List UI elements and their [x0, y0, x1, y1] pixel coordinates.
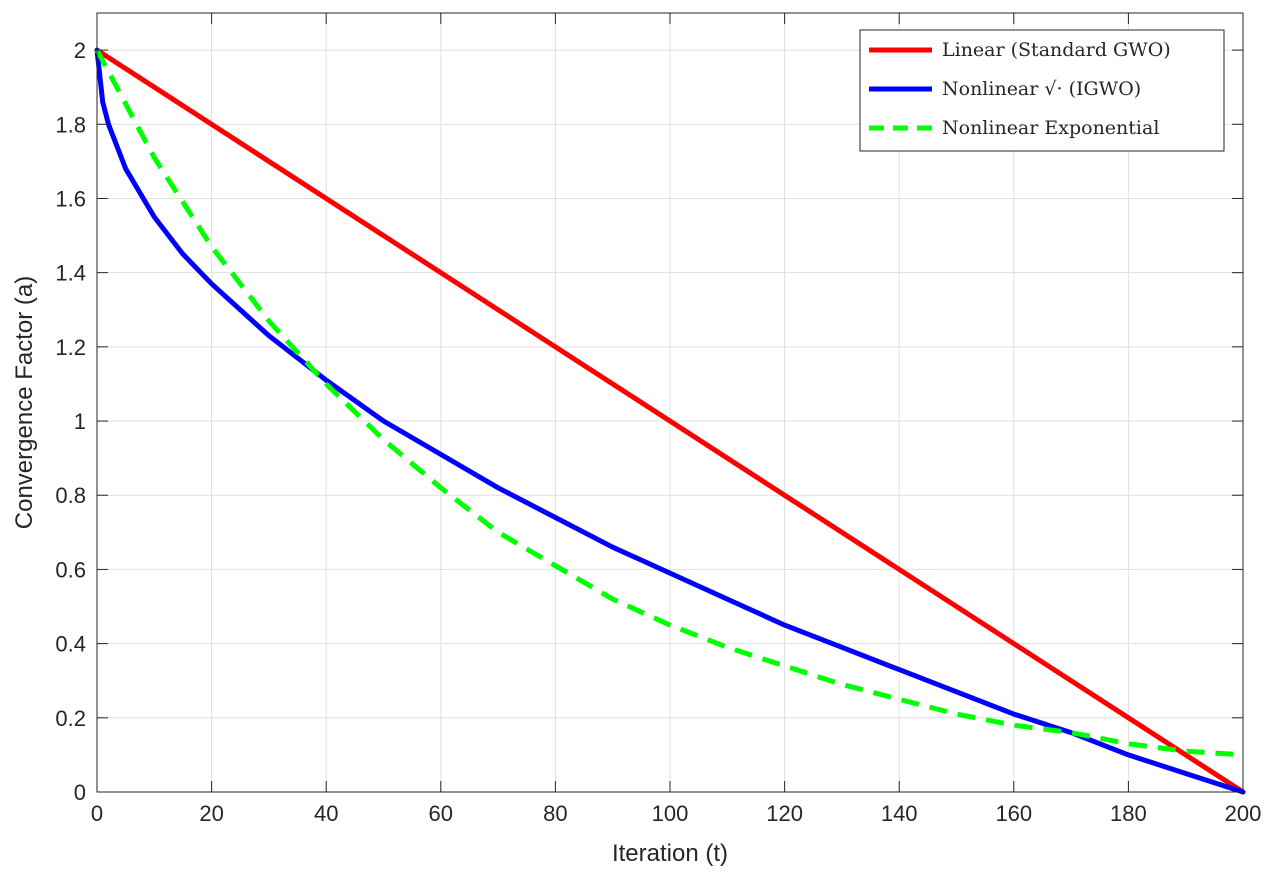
series-line-2 [94, 47, 1246, 795]
legend: Linear (Standard GWO) Nonlinear √· (IGWO)… [859, 29, 1225, 152]
legend-label-3: Nonlinear Exponential [942, 117, 1159, 139]
y-tick-label: 1.8 [55, 112, 86, 137]
legend-label-1: Linear (Standard GWO) [942, 39, 1171, 61]
y-tick-label: 0 [74, 780, 86, 805]
y-tick-label: 2 [74, 38, 86, 63]
y-tick-label: 0.6 [55, 557, 86, 582]
legend-label-2: Nonlinear √· (IGWO) [942, 78, 1141, 100]
series-line-3 [94, 48, 1244, 758]
y-axis-label: Convergence Factor (a) [11, 276, 38, 529]
axis-ticks: 0 20 40 60 80 100 120 140 160 180 200 0 0.2 0.4 0.6 0.8… [55, 13, 1261, 826]
x-tick-label: 180 [1110, 801, 1147, 826]
y-tick-label: 0.8 [55, 483, 86, 508]
y-tick-label: 1.2 [55, 335, 86, 360]
series-lines [94, 47, 1246, 795]
x-axis-label: Iteration (t) [612, 840, 728, 867]
y-tick-label: 0.4 [55, 632, 86, 657]
series-line-1 [94, 47, 1246, 795]
y-tick-label: 1 [74, 409, 86, 434]
x-tick-label: 100 [652, 801, 689, 826]
x-tick-label: 60 [429, 801, 453, 826]
x-tick-label: 160 [995, 801, 1032, 826]
y-tick-label: 1.4 [55, 261, 86, 286]
x-tick-label: 140 [881, 801, 918, 826]
x-tick-label: 80 [543, 801, 567, 826]
y-tick-label: 1.6 [55, 186, 86, 211]
x-tick-label: 20 [199, 801, 223, 826]
x-tick-label: 120 [766, 801, 803, 826]
x-tick-label: 200 [1225, 801, 1262, 826]
y-tick-label: 0.2 [55, 706, 86, 731]
x-tick-label: 40 [314, 801, 338, 826]
x-tick-label: 0 [91, 801, 103, 826]
